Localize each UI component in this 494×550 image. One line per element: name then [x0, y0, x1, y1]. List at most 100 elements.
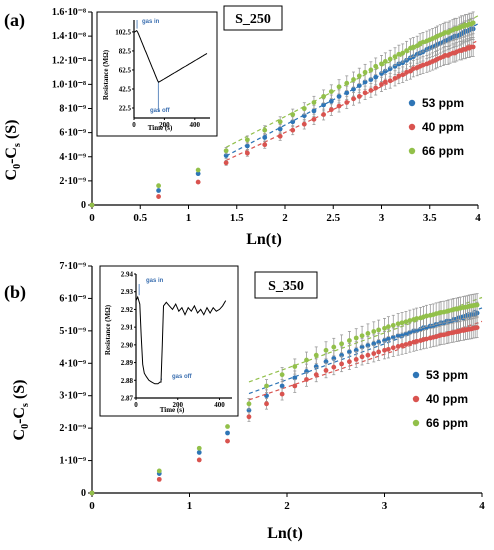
- data-point-b: [414, 316, 420, 321]
- legend-marker-a: [408, 99, 416, 107]
- data-point-a: [368, 88, 374, 93]
- data-point-b: [371, 351, 377, 356]
- x-tick-label-a: 3: [379, 212, 385, 224]
- data-point-a: [392, 54, 398, 60]
- data-point-a: [156, 188, 161, 193]
- inset-b-y-tick-label: 2.92: [121, 306, 134, 314]
- data-point-b: [225, 424, 230, 429]
- data-point-b: [365, 331, 371, 336]
- data-point-a: [362, 90, 368, 96]
- data-point-a: [392, 75, 398, 81]
- y-tick-label-b: 0: [81, 488, 86, 499]
- data-point-b: [264, 383, 269, 389]
- data-point-b: [196, 457, 202, 463]
- y-tick-label-a: 2·10⁻⁹: [59, 176, 86, 187]
- data-point-a: [321, 112, 326, 117]
- y-tick-label-b: 4·10⁻⁹: [59, 358, 86, 369]
- data-point-a: [89, 202, 95, 208]
- legend-label-b: 53 ppm: [426, 368, 468, 382]
- y-axis-label-b: C0-Cs (S): [11, 380, 31, 441]
- y-tick-label-b: 2·10⁻⁹: [59, 423, 86, 434]
- y-tick-label-a: 1.2·10⁻⁸: [52, 55, 86, 66]
- sample-box-b: [254, 271, 318, 299]
- sample-box-a: [223, 5, 283, 31]
- data-point-b: [292, 375, 298, 381]
- data-point-b: [347, 338, 352, 343]
- series-a-66-ppm: [89, 11, 479, 208]
- data-point-a: [262, 127, 268, 133]
- data-point-b: [264, 401, 269, 407]
- data-point-a: [328, 98, 334, 104]
- data-point-a: [344, 100, 350, 105]
- data-point-b: [359, 333, 365, 339]
- y-label-b-sub1: 0: [20, 424, 31, 429]
- data-point-a: [301, 121, 307, 127]
- inset-b-y-tick-label: 2.91: [121, 324, 134, 332]
- inset-a-gas-in: gas in: [142, 19, 160, 25]
- data-point-a: [351, 96, 356, 102]
- data-point-b: [304, 377, 309, 382]
- inset-b-y-tick-label: 2.94: [121, 271, 134, 279]
- data-point-a: [277, 126, 283, 132]
- data-point-a: [223, 160, 229, 166]
- y-axis-label-a: C0-Cs (S): [3, 120, 23, 181]
- data-point-a: [290, 112, 296, 117]
- data-point-a: [351, 77, 356, 82]
- data-point-a: [379, 81, 384, 87]
- data-point-b: [395, 344, 401, 349]
- inset-a-xlabel: Time (s): [148, 124, 173, 132]
- data-point-b: [390, 345, 396, 351]
- data-point-a: [420, 62, 426, 68]
- y-label-b-mid: -C: [11, 407, 28, 424]
- legend-marker-a: [408, 147, 416, 155]
- inset-b-y-tick-label: 2.89: [121, 359, 134, 367]
- legend-label-b: 66 ppm: [426, 416, 468, 430]
- inset-a-ylabel: Resistance (MΩ): [102, 49, 110, 100]
- data-point-b: [313, 352, 319, 358]
- data-point-a: [382, 59, 388, 64]
- y-tick-label-b: 5·10⁻⁹: [59, 326, 86, 337]
- y-tick-label-a: 1.0·10⁻⁸: [52, 79, 86, 90]
- data-point-b: [424, 313, 429, 319]
- data-point-b: [395, 321, 401, 327]
- inset-b-frame: [99, 265, 239, 417]
- series-a-40-ppm: [89, 37, 479, 208]
- data-point-a: [400, 50, 406, 56]
- data-point-a: [362, 79, 368, 85]
- data-point-b: [279, 372, 285, 378]
- y-tick-label-a: 8·10⁻⁹: [59, 104, 86, 115]
- data-point-a: [392, 63, 398, 69]
- inset-a: 102.5 82.5 62.5 42.5 22.50 200 400: [96, 11, 218, 137]
- data-point-a: [356, 83, 362, 88]
- data-point-b: [339, 361, 344, 367]
- x-tick-label-a: 1: [186, 212, 192, 224]
- inset-a-y-tick-label: 62.5: [119, 66, 132, 74]
- data-point-a: [356, 94, 362, 99]
- data-point-a: [400, 72, 406, 78]
- legend-marker-b: [412, 419, 420, 427]
- data-point-a: [420, 39, 426, 45]
- data-point-a: [290, 127, 296, 133]
- y-label-a-sub1: 0: [12, 164, 23, 169]
- data-point-a: [336, 94, 342, 99]
- sample-label-b: S_350: [268, 279, 304, 294]
- legend-marker-b: [412, 371, 420, 379]
- y-label-a-sub2: s: [12, 143, 23, 147]
- sample-label-a: S_250: [235, 12, 271, 27]
- legend-label-b: 40 ppm: [426, 392, 468, 406]
- data-point-b: [386, 336, 391, 342]
- x-tick-label-a: 4: [475, 212, 481, 224]
- inset-b-ylabel: Resistance (MΩ): [104, 304, 112, 355]
- data-point-a: [244, 137, 250, 143]
- y-label-b-tail: (S): [11, 380, 28, 404]
- data-point-b: [339, 341, 344, 347]
- data-point-a: [328, 89, 334, 95]
- legend-marker-a: [408, 123, 416, 131]
- data-point-b: [225, 438, 230, 444]
- inset-b-xlabel: Time (s): [160, 406, 185, 414]
- data-point-a: [396, 51, 402, 57]
- data-point-a: [387, 78, 393, 84]
- panel-label-b: (b): [4, 282, 26, 303]
- x-tick-label-a: 0: [89, 212, 95, 224]
- y-tick-label-a: 4·10⁻⁹: [59, 152, 86, 163]
